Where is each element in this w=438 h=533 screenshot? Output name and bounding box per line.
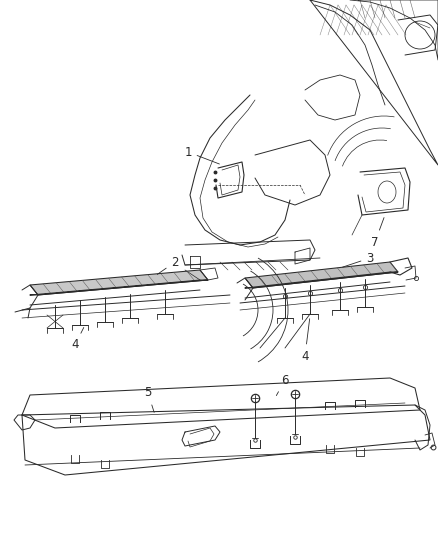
Polygon shape	[245, 262, 398, 288]
Text: 6: 6	[276, 374, 289, 395]
Text: 4: 4	[71, 327, 84, 351]
Polygon shape	[30, 270, 208, 295]
Text: 1: 1	[184, 146, 219, 164]
Text: 3: 3	[343, 252, 374, 267]
Text: 5: 5	[144, 386, 154, 413]
Text: 7: 7	[371, 217, 384, 248]
Text: 2: 2	[157, 255, 179, 274]
Text: 4: 4	[301, 319, 310, 362]
